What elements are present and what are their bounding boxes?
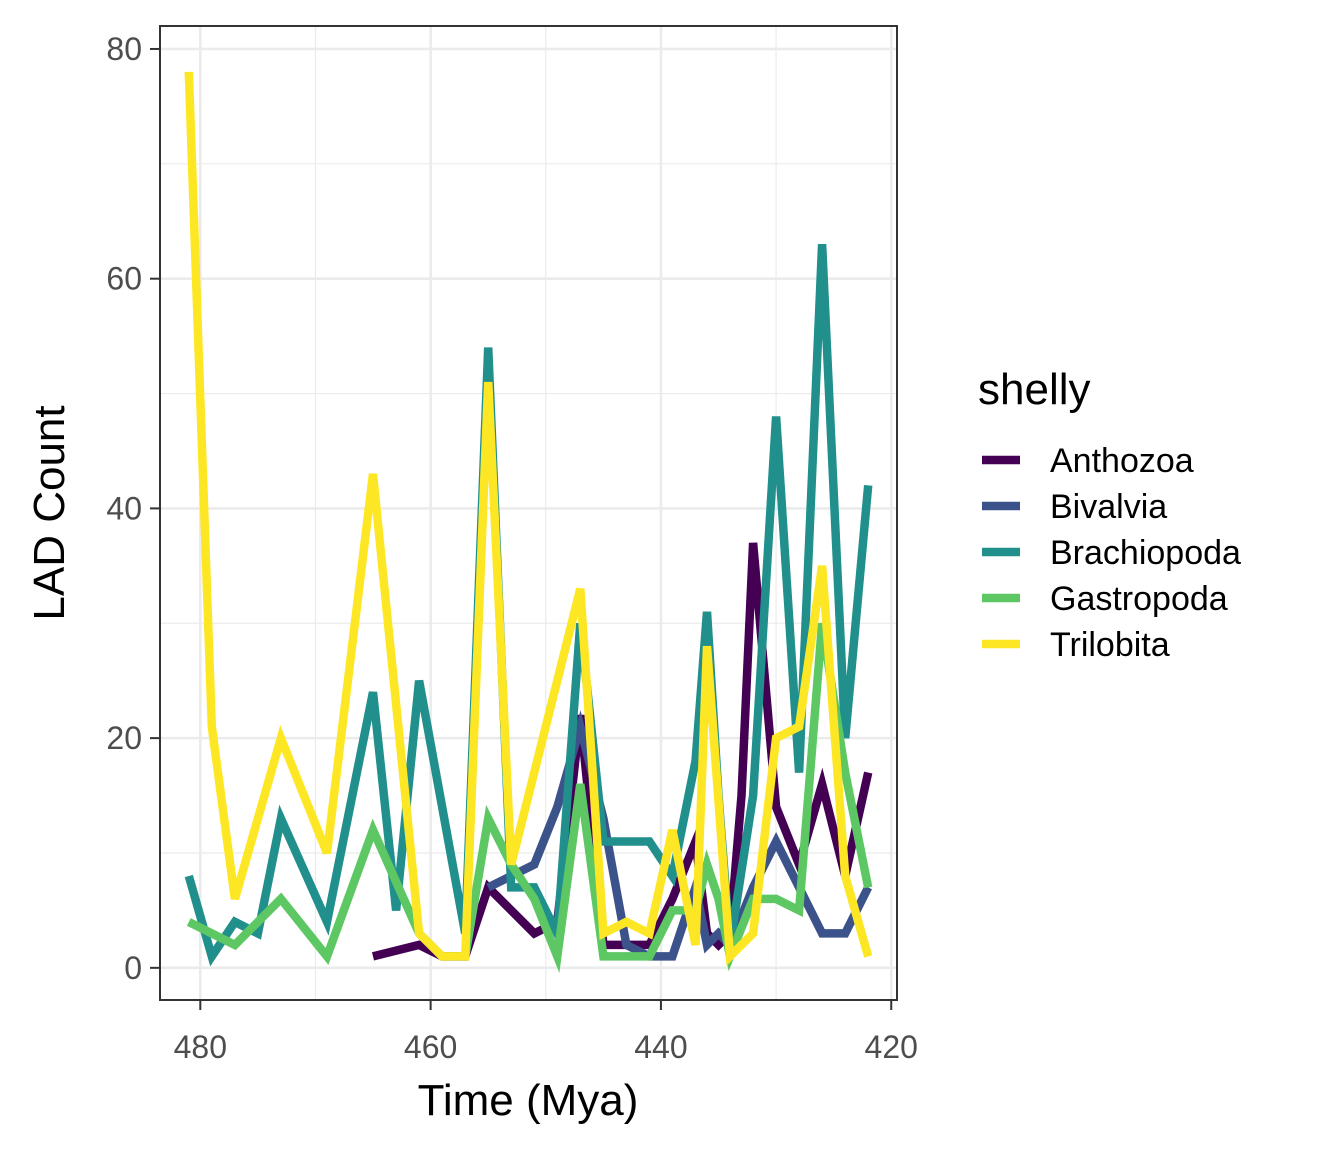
legend-label: Anthozoa [1050,442,1194,480]
series-line-gastropoda [186,622,873,974]
grid-minor [160,26,897,1000]
legend-label: Bivalvia [1050,488,1167,526]
legend-item-brachiopoda: Brachiopoda [982,534,1241,572]
x-tick-label: 440 [634,1029,687,1065]
series-line-trilobita [184,71,873,966]
x-tick-label: 480 [174,1029,227,1065]
legend-item-bivalvia: Bivalvia [982,488,1167,526]
x-axis: 480 460 440 420 [174,1000,918,1065]
y-tick-label: 80 [106,31,142,67]
grid-major [160,26,897,1000]
panel-border [159,25,898,1001]
y-axis-title: LAD Count [25,405,74,620]
legend-title: shelly [978,365,1091,414]
legend: Anthozoa Bivalvia Brachiopoda Gastropoda Tri… [982,442,1241,664]
legend-item-trilobita: Trilobita [982,626,1170,664]
legend-label: Brachiopoda [1050,534,1241,572]
x-axis-title: Time (Mya) [418,1076,639,1125]
x-tick-label: 460 [404,1029,457,1065]
series-line-anthozoa [371,542,873,961]
y-tick-label: 60 [106,261,142,297]
series-lines [184,71,873,974]
legend-label: Gastropoda [1050,580,1228,618]
y-tick-label: 0 [124,950,142,986]
legend-label: Trilobita [1050,626,1170,664]
y-tick-label: 20 [106,720,142,756]
y-axis: 0 20 40 60 80 [106,31,160,986]
legend-item-anthozoa: Anthozoa [982,442,1194,480]
y-tick-label: 40 [106,490,142,526]
x-tick-label: 420 [865,1029,918,1065]
legend-item-gastropoda: Gastropoda [982,580,1228,618]
